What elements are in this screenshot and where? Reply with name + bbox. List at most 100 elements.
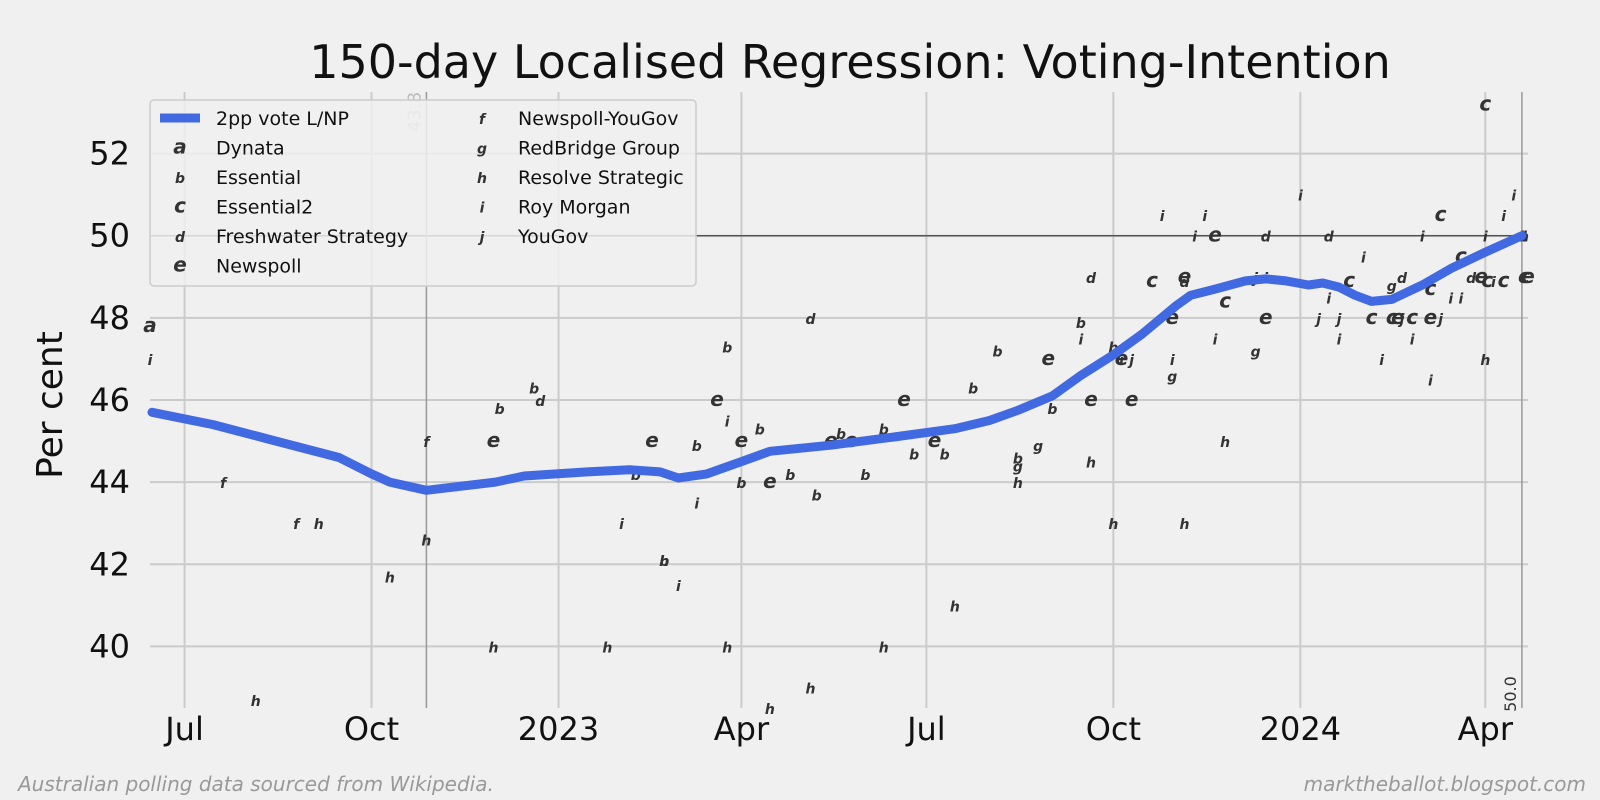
poll-marker: h xyxy=(488,640,498,656)
poll-marker: b xyxy=(495,402,505,418)
poll-marker: c xyxy=(1146,268,1158,292)
poll-marker: c xyxy=(1518,264,1530,288)
poll-marker: b xyxy=(836,427,846,443)
legend-marker: d xyxy=(175,230,186,246)
poll-marker: e xyxy=(1424,305,1438,329)
poll-marker: c xyxy=(1219,288,1231,312)
y-tick-label: 46 xyxy=(89,381,130,419)
legend-marker: j xyxy=(478,230,485,246)
poll-marker: i xyxy=(1298,189,1303,205)
poll-marker: b xyxy=(722,341,732,357)
poll-marker: b xyxy=(631,468,641,484)
y-tick-label: 48 xyxy=(89,299,130,337)
poll-marker: h xyxy=(1220,435,1230,451)
legend-marker: e xyxy=(173,253,187,277)
poll-marker: f xyxy=(293,517,301,533)
poll-marker: i xyxy=(1170,353,1175,369)
legend: 2pp vote L/NP a Dynata b Essential c Essential… xyxy=(149,99,697,287)
legend-entry-label: Freshwater Strategy xyxy=(216,226,408,248)
legend-marker: c xyxy=(174,194,186,218)
poll-marker: b xyxy=(785,468,795,484)
poll-marker: e xyxy=(763,469,777,493)
x-tick-label: Apr xyxy=(714,710,770,748)
poll-marker: h xyxy=(385,571,395,587)
x-tick-label: 2024 xyxy=(1260,710,1341,748)
poll-marker: i xyxy=(676,579,681,595)
poll-marker: i xyxy=(1459,291,1464,307)
legend-entry-label: Essential2 xyxy=(216,197,313,219)
poll-marker: d xyxy=(1324,230,1335,246)
y-tick-label: 42 xyxy=(89,545,130,583)
poll-marker: i xyxy=(1326,291,1331,307)
poll-marker: i xyxy=(1428,373,1433,389)
poll-marker: i xyxy=(694,497,699,513)
poll-marker: i xyxy=(1491,275,1496,291)
poll-marker: i xyxy=(1160,209,1165,225)
poll-marker: i xyxy=(725,415,730,431)
legend-entry-label: Resolve Strategic xyxy=(518,167,684,189)
x-tick-label: Jul xyxy=(163,710,204,748)
poll-marker: i xyxy=(1337,332,1342,348)
poll-marker: j xyxy=(1127,353,1134,369)
legend-entry-label: Essential xyxy=(216,167,301,189)
y-tick-label: 50 xyxy=(89,217,130,255)
trend-line xyxy=(147,231,1527,495)
poll-marker: i xyxy=(1078,332,1083,348)
poll-marker: h xyxy=(314,517,324,533)
poll-marker: i xyxy=(1420,230,1425,246)
legend-entry-label: Roy Morgan xyxy=(518,197,631,219)
site-credit: marktheballot.blogspot.com xyxy=(1303,772,1586,796)
series-lines xyxy=(147,231,1527,495)
poll-marker: h xyxy=(251,694,261,710)
poll-marker: e xyxy=(1042,346,1056,370)
poll-marker: g xyxy=(1387,279,1397,295)
legend-marker: b xyxy=(175,171,185,187)
poll-marker: c xyxy=(1366,305,1378,329)
poll-marker: i xyxy=(1511,189,1516,205)
x-tick-label: Oct xyxy=(1086,710,1141,748)
poll-marker: b xyxy=(940,447,950,463)
poll-marker: d xyxy=(535,394,546,410)
legend-entry-label: Dynata xyxy=(216,138,285,160)
poll-marker: h xyxy=(421,534,431,550)
poll-marker: c xyxy=(1406,305,1418,329)
poll-marker: d xyxy=(806,312,817,328)
poll-marker: g xyxy=(1013,460,1023,476)
y-tick-label: 52 xyxy=(89,135,130,173)
poll-marker: e xyxy=(897,387,911,411)
poll-marker: c xyxy=(1498,268,1510,292)
poll-marker: b xyxy=(736,476,746,492)
y-axis-label: Per cent xyxy=(30,331,71,479)
poll-marker: i xyxy=(1213,332,1218,348)
poll-marker: j xyxy=(1335,312,1342,328)
poll-marker: d xyxy=(1086,271,1097,287)
poll-marker: e xyxy=(1084,387,1098,411)
poll-marker: h xyxy=(950,599,960,615)
poll-marker: e xyxy=(645,428,659,452)
poll-marker: b xyxy=(860,468,870,484)
legend-marker: h xyxy=(477,171,487,187)
legend-entry-label: Newspoll-YouGov xyxy=(518,108,679,130)
legend-entry-label: YouGov xyxy=(517,226,588,248)
poll-marker: j xyxy=(1398,312,1405,328)
poll-marker: c xyxy=(1386,305,1398,329)
poll-marker: f xyxy=(220,476,228,492)
poll-marker: b xyxy=(968,382,978,398)
poll-marker: b xyxy=(879,423,889,439)
legend-marker: g xyxy=(477,142,487,158)
poll-marker: f xyxy=(423,435,431,451)
poll-marker: h xyxy=(1108,517,1118,533)
poll-marker: e xyxy=(1125,387,1139,411)
legend-box xyxy=(149,99,697,287)
poll-marker: g xyxy=(1167,369,1177,385)
legend-marker: a xyxy=(173,135,187,159)
x-tick-label: Jul xyxy=(905,710,946,748)
poll-marker: h xyxy=(1180,517,1190,533)
y-tick-label: 40 xyxy=(89,627,130,665)
annotation-label: 50.0 xyxy=(1501,676,1520,712)
legend-marker: i xyxy=(480,201,485,217)
poll-marker: e xyxy=(1259,305,1273,329)
poll-marker: b xyxy=(755,423,765,439)
